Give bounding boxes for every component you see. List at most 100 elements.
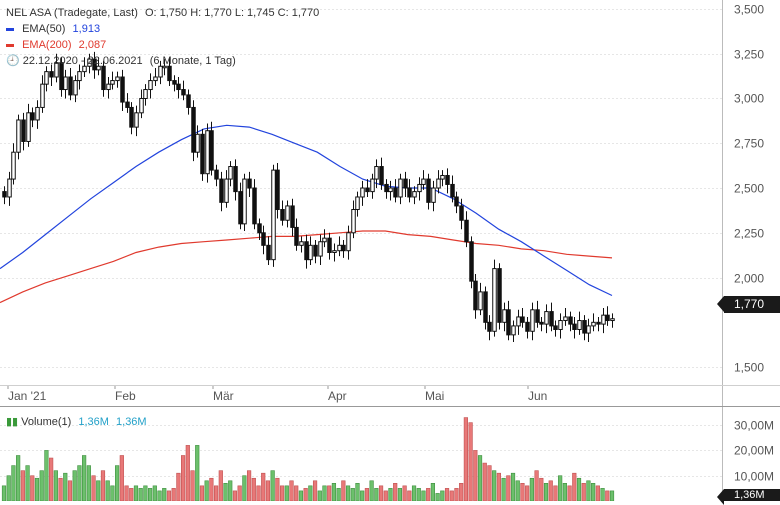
volume-bar	[336, 488, 341, 501]
candle	[365, 179, 370, 197]
volume-bar	[86, 465, 91, 501]
x-axis-label: Apr	[328, 389, 347, 403]
candle-body	[233, 166, 238, 193]
volume-bar	[393, 483, 398, 501]
volume-bar	[148, 488, 153, 501]
volume-bar	[261, 472, 266, 501]
volume-bar	[185, 445, 190, 501]
volume-bar	[53, 470, 58, 501]
candle-body	[351, 209, 356, 234]
volume-bar	[129, 488, 134, 501]
candle-body	[610, 318, 615, 322]
candle-body	[459, 205, 464, 221]
candle	[436, 170, 441, 194]
ema50-swatch	[6, 27, 14, 31]
candle	[511, 320, 516, 343]
volume-bar	[482, 462, 487, 501]
candle	[535, 300, 540, 328]
candle-body	[26, 112, 31, 142]
volume-bar	[6, 475, 11, 501]
candle	[271, 164, 276, 267]
candle	[247, 171, 252, 197]
ohlc-values: O: 1,750 H: 1,770 L: 1,745 C: 1,770	[144, 7, 320, 19]
volume-bar	[30, 475, 35, 501]
volume-bar	[11, 465, 16, 501]
candle-body	[158, 65, 163, 78]
candle	[285, 200, 290, 228]
candle-body	[568, 316, 573, 325]
volume-bar	[539, 477, 544, 501]
candle-body	[16, 119, 21, 153]
candle	[558, 313, 563, 339]
candle	[143, 84, 148, 106]
candle-body	[87, 58, 92, 67]
candle-body	[454, 196, 459, 207]
x-axis-label: Feb	[115, 389, 136, 403]
candle-body	[337, 244, 342, 252]
candle-body	[176, 83, 181, 91]
candle	[572, 316, 577, 339]
candle	[322, 229, 327, 248]
volume-bar	[246, 470, 252, 501]
volume-bar	[72, 470, 77, 501]
candle-body	[384, 183, 389, 193]
candle-body	[228, 166, 233, 180]
x-axis-label: Jun	[528, 389, 547, 403]
date-range-text: 22.12.2020 - 22.06.2021	[22, 55, 143, 67]
date-range: 🕘 22.12.2020 - 22.06.2021 (6 Monate, 1 T…	[6, 53, 236, 69]
volume-bar	[256, 485, 261, 501]
candle-body	[148, 80, 153, 91]
candle	[473, 273, 478, 319]
candle-body	[143, 89, 148, 99]
volume-bar	[369, 480, 374, 501]
volume-bar	[331, 483, 337, 501]
candle	[162, 59, 167, 76]
volume-bar	[591, 483, 596, 501]
candle-body	[115, 76, 120, 82]
candle-body	[398, 178, 403, 198]
candle-body	[431, 187, 436, 203]
candle-body	[341, 244, 346, 252]
candle	[539, 316, 544, 332]
candle	[360, 180, 365, 206]
candle	[610, 313, 615, 328]
price-tick-label: 3,250	[734, 48, 764, 62]
volume-bar	[275, 477, 280, 501]
candle	[384, 179, 389, 199]
candle-body	[35, 106, 40, 121]
volume-bar	[576, 477, 582, 501]
candle	[341, 239, 346, 258]
candle-body	[370, 178, 375, 193]
candle	[40, 75, 45, 113]
ema200-legend: EMA(200) 2,087	[6, 37, 106, 53]
price-tick-label: 2,250	[734, 227, 764, 241]
last-volume-badge: 1,36M	[717, 489, 780, 505]
candle	[195, 125, 200, 158]
candle	[2, 186, 7, 205]
volume-bar	[553, 485, 558, 501]
candle	[431, 180, 436, 212]
volume-bar	[279, 485, 285, 501]
candle-body	[464, 219, 469, 243]
candle-body	[280, 209, 285, 221]
candle-body	[68, 76, 73, 96]
candle	[224, 170, 229, 208]
volume-bar	[463, 417, 468, 501]
volume-bar	[34, 477, 40, 501]
volume-bar	[529, 477, 534, 501]
candle-body	[125, 101, 130, 108]
candle-body	[44, 71, 49, 85]
candle	[299, 236, 304, 253]
price-tick-label: 2,750	[734, 137, 764, 151]
candle	[290, 198, 295, 237]
volume-bar	[407, 490, 412, 501]
volume-bar	[468, 422, 473, 501]
candle	[591, 313, 596, 332]
volume-bar	[25, 465, 30, 501]
candle-body	[591, 321, 596, 327]
candle	[582, 315, 587, 341]
candle	[337, 236, 342, 257]
candle-body	[139, 97, 144, 114]
volume-bar	[312, 480, 318, 501]
